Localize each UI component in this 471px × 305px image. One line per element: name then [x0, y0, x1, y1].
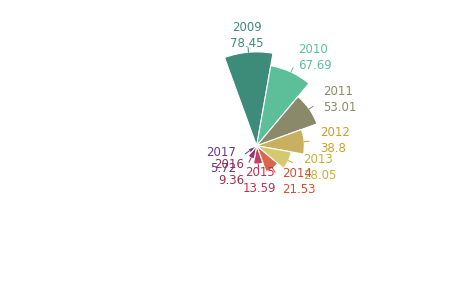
Text: 2017
5.72: 2017 5.72	[206, 146, 236, 175]
Wedge shape	[248, 146, 257, 153]
Text: 2011
53.01: 2011 53.01	[323, 85, 356, 114]
Wedge shape	[257, 66, 309, 146]
Wedge shape	[225, 52, 273, 146]
Wedge shape	[257, 130, 304, 154]
Wedge shape	[257, 146, 278, 172]
Wedge shape	[253, 146, 263, 164]
Text: 2015
13.59: 2015 13.59	[243, 166, 276, 195]
Text: 2016
9.36: 2016 9.36	[214, 158, 244, 187]
Text: 2013
28.05: 2013 28.05	[303, 153, 337, 182]
Wedge shape	[257, 146, 291, 168]
Wedge shape	[257, 97, 317, 146]
Text: 2009
78.45: 2009 78.45	[230, 21, 264, 50]
Text: 2014
21.53: 2014 21.53	[282, 167, 316, 196]
Wedge shape	[248, 146, 257, 159]
Text: 2010
67.69: 2010 67.69	[298, 43, 332, 72]
Text: 2012
38.8: 2012 38.8	[320, 126, 350, 155]
